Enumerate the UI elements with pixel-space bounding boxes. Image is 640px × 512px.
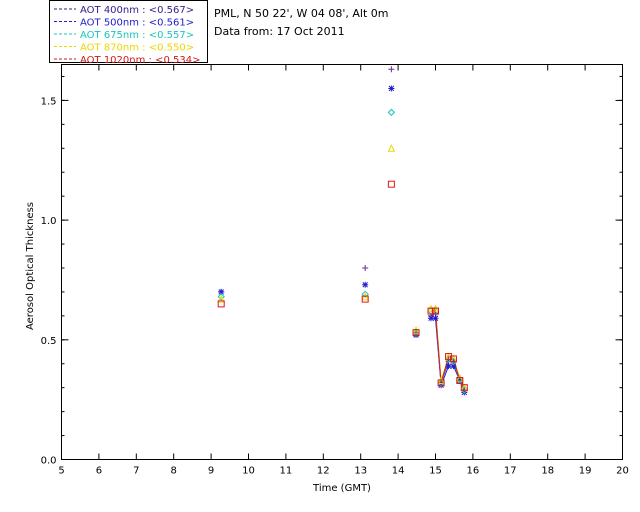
point-3-9 bbox=[456, 373, 464, 382]
point-4-8 bbox=[449, 355, 457, 363]
legend: AOT 400nm : <0.567>AOT 500nm : <0.561>AO… bbox=[54, 5, 200, 66]
point-1-2 bbox=[388, 85, 395, 92]
point-3-3 bbox=[412, 326, 420, 334]
point-4-9 bbox=[456, 377, 464, 384]
x-tick-label: 14 bbox=[392, 466, 405, 477]
date-label: Data from: 17 Oct 2011 bbox=[214, 25, 345, 38]
x-tick-label: 16 bbox=[467, 466, 480, 477]
point-1-4 bbox=[428, 315, 435, 322]
axis-ticks: 5 6 7 8 9 10 11 12 13 14 15 16 17 18 19 20 0.0 0.5 1.0 1.5 bbox=[41, 64, 629, 477]
x-tick-label: 17 bbox=[504, 466, 517, 477]
point-4-2 bbox=[387, 180, 395, 188]
x-tick-label: 5 bbox=[58, 466, 64, 477]
y-axis-label: Aerosol Optical Thickness bbox=[25, 202, 36, 330]
x-tick-label: 12 bbox=[317, 466, 330, 477]
x-tick-label: 13 bbox=[354, 466, 367, 477]
x-tick-label: 15 bbox=[429, 466, 442, 477]
site-title: PML, N 50 22', W 04 08', Alt 0m bbox=[214, 7, 388, 20]
point-4-5 bbox=[432, 307, 439, 315]
point-3-6 bbox=[437, 376, 445, 384]
point-0-2 bbox=[388, 66, 395, 73]
legend-entry-3: AOT 870nm : <0.550> bbox=[80, 43, 194, 54]
point-3-2 bbox=[387, 144, 396, 152]
x-tick-label: 10 bbox=[242, 466, 255, 477]
point-1-9 bbox=[456, 377, 463, 384]
x-tick-label: 9 bbox=[208, 466, 214, 477]
point-4-10 bbox=[460, 384, 468, 392]
y-tick-label: 1.0 bbox=[41, 216, 57, 227]
x-tick-label: 7 bbox=[133, 466, 139, 477]
x-tick-label: 8 bbox=[171, 466, 177, 477]
point-3-0 bbox=[217, 294, 226, 303]
point-1-1 bbox=[362, 281, 369, 288]
point-4-0 bbox=[217, 300, 225, 308]
point-4-1 bbox=[361, 295, 369, 303]
x-tick-label: 20 bbox=[616, 466, 629, 477]
x-tick-label: 11 bbox=[280, 466, 293, 477]
plot-frame bbox=[61, 64, 623, 460]
legend-entry-1: AOT 500nm : <0.561> bbox=[80, 18, 194, 29]
point-1-7 bbox=[445, 363, 452, 370]
point-4-7 bbox=[445, 353, 453, 361]
point-2-2 bbox=[387, 108, 396, 117]
legend-box bbox=[49, 0, 208, 63]
x-tick-label: 19 bbox=[579, 466, 592, 477]
y-tick-label: 0.0 bbox=[41, 456, 57, 467]
legend-entry-0: AOT 400nm : <0.567> bbox=[80, 5, 194, 16]
y-tick-label: 0.5 bbox=[41, 336, 57, 347]
legend-entry-2: AOT 675nm : <0.557> bbox=[80, 30, 194, 41]
point-2-1 bbox=[361, 290, 369, 299]
point-0-1 bbox=[362, 264, 369, 271]
x-axis-label: Time (GMT) bbox=[312, 483, 371, 494]
x-tick-label: 6 bbox=[96, 466, 102, 477]
x-tick-label: 18 bbox=[541, 466, 554, 477]
point-1-8 bbox=[450, 363, 457, 370]
point-2-0 bbox=[217, 293, 225, 301]
point-3-1 bbox=[361, 292, 369, 301]
point-1-5 bbox=[432, 315, 439, 322]
legend-entry-4: AOT 1020nm : <0.534> bbox=[80, 55, 200, 66]
y-tick-label: 1.5 bbox=[41, 96, 57, 107]
data-markers bbox=[217, 66, 469, 396]
point-4-6 bbox=[437, 379, 445, 387]
point-4-4 bbox=[427, 307, 435, 315]
point-4-3 bbox=[412, 329, 420, 337]
point-1-0 bbox=[218, 288, 225, 295]
